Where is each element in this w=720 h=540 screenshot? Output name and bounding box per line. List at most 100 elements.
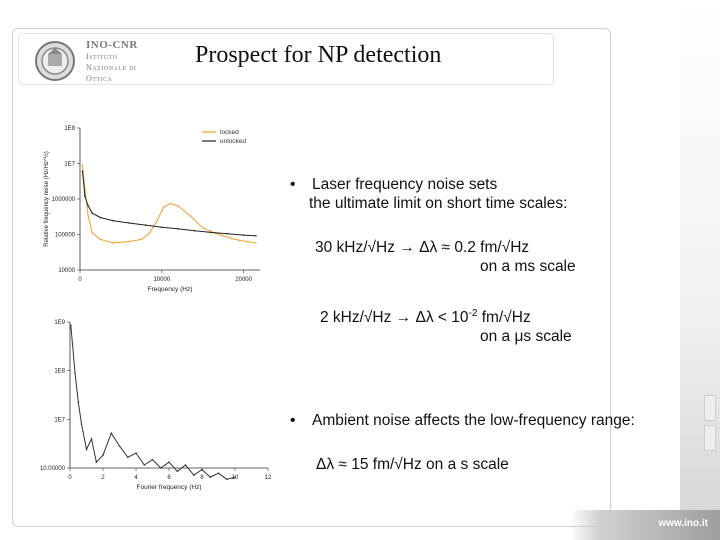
x-tick-label: 6 xyxy=(167,475,171,481)
data-point-locked xyxy=(255,242,257,244)
bullet-1-line1: Laser frequency noise sets xyxy=(312,176,498,193)
bullet-dot: • xyxy=(290,412,296,429)
formula-1-line2: on a ms scale xyxy=(480,258,576,275)
data-point-trace xyxy=(184,464,187,466)
x-tick-label: 20000 xyxy=(235,277,252,283)
series-line-trace xyxy=(70,325,236,480)
data-point-locked xyxy=(111,242,114,244)
y-tick-label: 1000000 xyxy=(52,197,76,203)
data-point-trace xyxy=(85,448,88,451)
data-point-unlocked xyxy=(128,222,130,224)
x-tick-label: 4 xyxy=(134,475,138,481)
bullet-1-line2: the ultimate limit on short time scales: xyxy=(309,195,568,212)
x-tick-label: 12 xyxy=(265,475,272,481)
formula-2-post: fm/√Hz xyxy=(477,309,531,327)
data-point-trace xyxy=(226,478,228,481)
data-point-trace xyxy=(234,476,236,478)
y-tick-label: 1E7 xyxy=(54,417,65,423)
data-point-trace xyxy=(193,474,195,476)
bullet-dot: • xyxy=(290,176,296,193)
seal-icon xyxy=(35,41,75,81)
edge-decoration xyxy=(680,0,720,540)
formula-1: 30 kHz/√Hz → Δλ ≈ 0.2 fm/√Hz on a ms sca… xyxy=(315,238,576,276)
data-point-locked xyxy=(246,240,249,243)
x-axis-label: Frequency (Hz) xyxy=(148,286,193,293)
logo-line3: Nazionale di xyxy=(86,63,137,72)
data-point-trace xyxy=(176,470,179,473)
data-point-trace xyxy=(77,401,80,403)
data-point-trace xyxy=(143,464,146,466)
formula-3-line1: Δλ ≈ 15 fm/√Hz on a s scale xyxy=(316,456,509,473)
data-point-trace xyxy=(74,372,76,374)
series-line-locked xyxy=(82,164,256,244)
ambient-noise-chart: 0 2 4 6 8 10 12 1E9 1E8 1E7 10.00000 Fourier freque… xyxy=(40,320,272,491)
data-point-locked xyxy=(99,238,102,241)
data-point-locked xyxy=(87,215,89,217)
y-tick-label: 1E9 xyxy=(54,320,65,326)
logo-line1: INO-CNR xyxy=(86,39,138,51)
data-point-locked xyxy=(91,232,94,234)
slide-frame xyxy=(12,28,611,527)
data-point-trace xyxy=(135,452,137,454)
data-point-unlocked xyxy=(177,228,179,230)
data-point-trace xyxy=(90,438,93,440)
formula-2-exp: -2 xyxy=(468,308,478,319)
page-title: Prospect for NP detection xyxy=(195,42,442,68)
data-point-trace xyxy=(71,343,74,345)
data-point-locked xyxy=(222,235,224,237)
data-point-trace xyxy=(70,324,72,327)
data-point-unlocked xyxy=(226,232,229,235)
data-point-unlocked xyxy=(111,219,114,222)
x-tick-label: 10 xyxy=(232,475,239,481)
logo-line4: Ottica xyxy=(86,74,113,83)
data-point-trace xyxy=(80,423,83,425)
y-tick-label: 10.00000 xyxy=(40,466,66,472)
data-point-trace xyxy=(217,472,220,474)
data-point-trace xyxy=(201,468,203,471)
footer-band xyxy=(570,510,720,540)
data-point-locked xyxy=(230,237,233,240)
data-point-trace xyxy=(168,461,170,463)
data-point-locked xyxy=(162,206,165,209)
data-point-locked xyxy=(177,205,179,207)
data-point-unlocked xyxy=(81,170,84,172)
y-tick-label: 1E8 xyxy=(64,126,75,132)
data-point-unlocked xyxy=(210,231,212,234)
footer-url: www.ino.it xyxy=(658,518,708,529)
x-tick-label: 8 xyxy=(200,475,204,481)
data-point-trace xyxy=(151,458,154,461)
y-tick-label: 1E8 xyxy=(54,369,65,375)
x-tick-label: 0 xyxy=(68,475,72,481)
y-tick-label: 100000 xyxy=(55,233,76,239)
data-point-locked xyxy=(238,239,241,242)
data-point-trace xyxy=(118,445,121,447)
data-point-unlocked xyxy=(84,195,86,197)
y-tick-label: 10000 xyxy=(58,268,75,274)
data-point-unlocked xyxy=(242,234,245,236)
data-point-unlocked xyxy=(91,212,94,214)
y-tick-label: 1E7 xyxy=(64,162,75,168)
formula-2-pre: 2 kHz/√Hz → Δλ < 10 xyxy=(320,309,469,327)
data-point-locked xyxy=(156,218,159,221)
bullet-2-line1: Ambient noise affects the low-frequency … xyxy=(312,412,635,429)
logo-text: INO-CNR Istituto Nazionale di Ottica xyxy=(86,40,138,84)
data-point-locked xyxy=(81,164,84,166)
data-point-trace xyxy=(127,456,129,459)
data-point-locked xyxy=(148,232,151,234)
x-tick-label: 10000 xyxy=(153,277,170,283)
data-point-locked xyxy=(169,202,171,205)
header-box xyxy=(18,33,554,85)
data-point-unlocked xyxy=(144,224,147,226)
data-point-trace xyxy=(95,461,98,463)
data-point-trace xyxy=(102,454,104,456)
data-point-trace xyxy=(110,432,113,434)
ino-cnr-logo xyxy=(32,38,152,84)
bullet-2: • Ambient noise affects the low-frequenc… xyxy=(290,411,635,430)
legend-label-locked: locked xyxy=(220,129,239,136)
y-axis-label: Relative frequency noise (Hz/Hz^½) xyxy=(43,151,50,247)
x-tick-label: 2 xyxy=(101,475,105,481)
data-point-locked xyxy=(189,215,192,217)
frequency-noise-chart: 0 10000 200001E81E7100000010000010000Frequ… xyxy=(43,126,260,293)
data-point-trace xyxy=(160,467,162,469)
bullet-1: • Laser frequency noise sets the ultimat… xyxy=(290,175,568,213)
